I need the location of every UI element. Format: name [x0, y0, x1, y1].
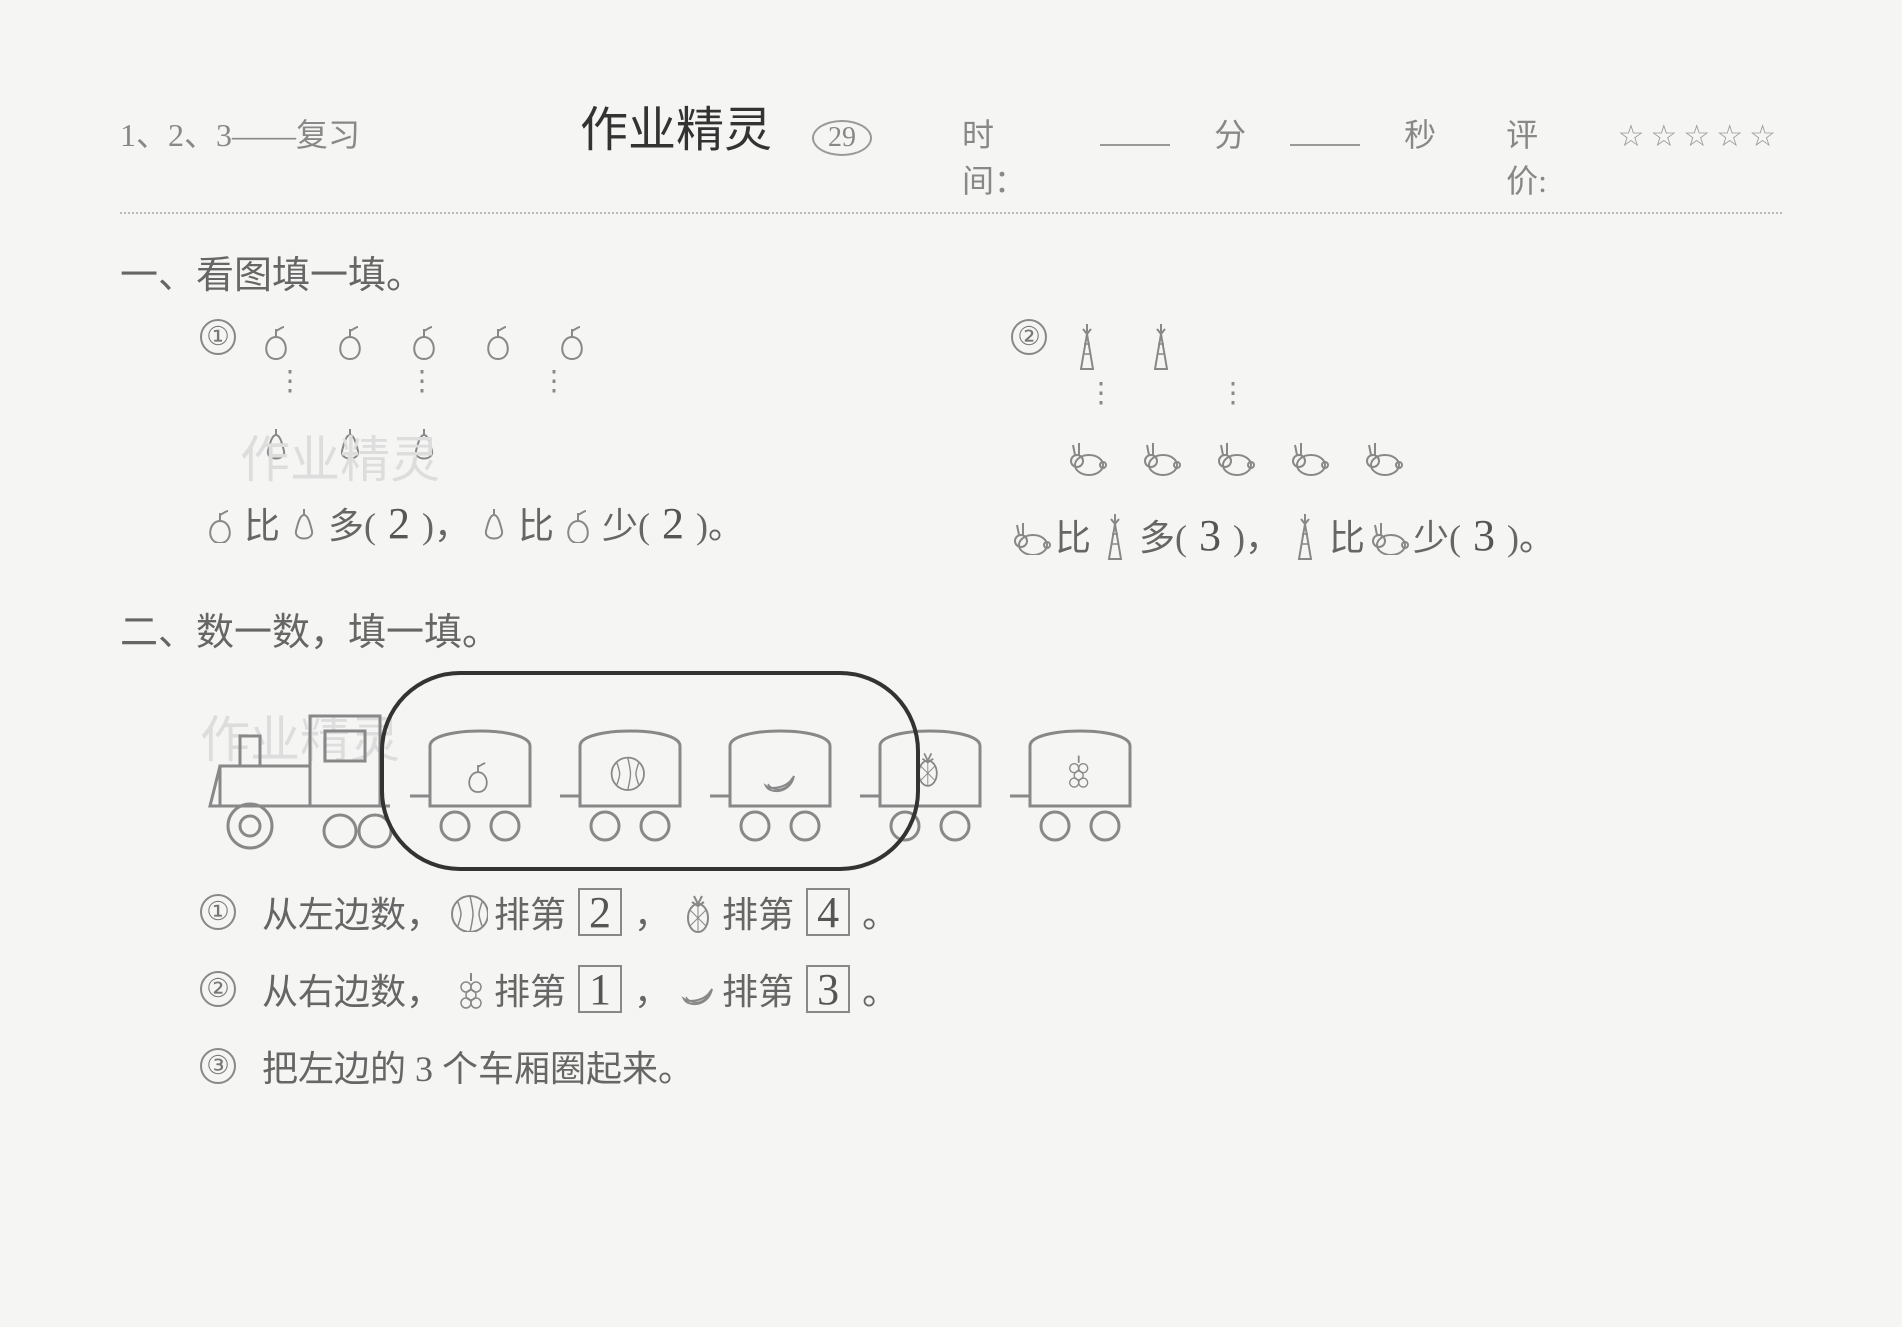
pear-icon [256, 423, 300, 467]
sub1-answer-1: 2 [578, 888, 622, 936]
locomotive-icon [200, 686, 400, 856]
text: 少( [602, 497, 650, 549]
train-carriage [710, 686, 850, 856]
q2-rabbits [1067, 435, 1407, 479]
text: 多( [1139, 509, 1187, 561]
vertical-dots: ⋮ ⋮ ⋮ [276, 373, 598, 423]
apple-icon [200, 503, 240, 543]
pear-icon [404, 423, 448, 467]
section2-title: 二、数一数，填一填。 [120, 601, 1782, 656]
sub3-number: ③ [200, 1048, 236, 1084]
section1-title: 一、看图填一填。 [120, 244, 1782, 299]
text: )， [422, 497, 470, 549]
text: 少( [1413, 509, 1461, 561]
text: 排第 [722, 886, 794, 938]
train-diagram [200, 686, 1782, 856]
text: 比 [244, 497, 280, 549]
carrot-icon [1067, 319, 1111, 375]
q1-pears [256, 423, 598, 467]
handwritten-title: 作业精灵 [580, 90, 772, 160]
text: 把左边的 3 个车厢圈起来。 [262, 1040, 694, 1092]
text: )。 [696, 497, 744, 549]
text: 排第 [722, 963, 794, 1015]
text: 比 [1329, 509, 1365, 561]
q1-answer-line: 比 多( 2 )， 比 少( 2 )。 [200, 497, 971, 549]
page-number: 29 [812, 120, 872, 156]
q1-apples [256, 319, 598, 363]
text: 。 [862, 963, 898, 1015]
divider [120, 212, 1782, 214]
pear-icon [330, 423, 374, 467]
carrot-icon [1095, 509, 1135, 561]
sub2-answer-1: 1 [578, 965, 622, 1013]
apple-icon [552, 319, 596, 363]
text: )， [1233, 509, 1281, 561]
q2-carrots [1067, 319, 1407, 375]
apple-icon [330, 319, 374, 363]
carrot-icon [1141, 319, 1185, 375]
text: 排第 [494, 963, 566, 1015]
vertical-dots: ⋮ ⋮ [1087, 385, 1407, 435]
rabbit-icon [1289, 435, 1333, 479]
banana-icon [676, 969, 716, 1009]
sub-question-1: ① 从左边数， 排第 2 ， 排第 4 。 [200, 886, 1782, 938]
sub-question-2: ② 从右边数， 排第 1 ， 排第 3 。 [200, 963, 1782, 1015]
rating-label: 评价: [1506, 110, 1577, 202]
q1-number: ① [200, 319, 236, 355]
text: ， [634, 963, 670, 1015]
watermelon-icon [448, 892, 488, 932]
seconds-blank [1290, 118, 1360, 146]
train-carriage [410, 686, 550, 856]
time-label: 时间： [962, 110, 1056, 202]
page-header: 1、2、3——复习 作业精灵 29 时间： 分 秒 评价: ☆☆☆☆☆ [120, 90, 1782, 202]
text: 比 [518, 497, 554, 549]
q2-answer-1: 3 [1191, 510, 1229, 561]
q2-answer-2: 3 [1465, 510, 1503, 561]
rabbit-icon [1011, 515, 1051, 555]
pear-icon [474, 503, 514, 543]
text: 。 [862, 886, 898, 938]
text: 从右边数， [262, 963, 442, 1015]
train-carriage [1010, 686, 1150, 856]
sub2-answer-2: 3 [806, 965, 850, 1013]
sub1-number: ① [200, 894, 236, 930]
question-2: ② ⋮ ⋮ 比 多( 3 )， [1011, 319, 1782, 561]
pineapple-icon [676, 890, 716, 934]
text: 比 [1055, 509, 1091, 561]
train-carriage [860, 686, 1000, 856]
text: ， [634, 886, 670, 938]
rabbit-icon [1067, 435, 1111, 479]
lesson-title: 1、2、3——复习 [120, 110, 360, 156]
text: 从左边数， [262, 886, 442, 938]
rabbit-icon [1369, 515, 1409, 555]
text: 排第 [494, 886, 566, 938]
second-unit: 秒 [1404, 110, 1436, 156]
sub1-answer-2: 4 [806, 888, 850, 936]
apple-icon [478, 319, 522, 363]
text: 多( [328, 497, 376, 549]
q2-number: ② [1011, 319, 1047, 355]
carrot-icon [1285, 509, 1325, 561]
sub-question-3: ③ 把左边的 3 个车厢圈起来。 [200, 1040, 1782, 1092]
apple-icon [404, 319, 448, 363]
minute-unit: 分 [1214, 110, 1246, 156]
q1-answer-2: 2 [654, 498, 692, 549]
apple-icon [558, 503, 598, 543]
sub2-number: ② [200, 971, 236, 1007]
text: )。 [1507, 509, 1555, 561]
train-carriage [560, 686, 700, 856]
grapes-icon [448, 969, 488, 1009]
rabbit-icon [1363, 435, 1407, 479]
rating-stars: ☆☆☆☆☆ [1618, 119, 1782, 154]
apple-icon [256, 319, 300, 363]
minutes-blank [1100, 118, 1170, 146]
pear-icon [284, 503, 324, 543]
q2-answer-line: 比 多( 3 )， 比 少( 3 )。 [1011, 509, 1782, 561]
section1-row: ① ⋮ ⋮ ⋮ 作业精灵 比 [200, 319, 1782, 561]
rabbit-icon [1141, 435, 1185, 479]
question-1: ① ⋮ ⋮ ⋮ 作业精灵 比 [200, 319, 971, 549]
rabbit-icon [1215, 435, 1259, 479]
q1-answer-1: 2 [380, 498, 418, 549]
